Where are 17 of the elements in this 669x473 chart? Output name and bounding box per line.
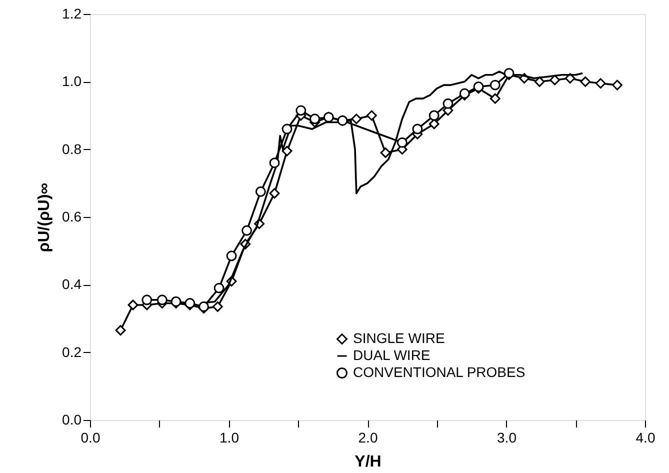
legend-label: CONVENTIONAL PROBES bbox=[353, 364, 526, 380]
y-tick-label: 0.8 bbox=[62, 140, 82, 157]
y-tick-label: 0.2 bbox=[62, 344, 82, 360]
y-tick-label: 0.4 bbox=[62, 276, 82, 292]
legend-label: DUAL WIRE bbox=[353, 347, 430, 363]
legend-label: SINGLE WIRE bbox=[353, 330, 445, 346]
y-tick-label: 0.6 bbox=[62, 208, 82, 224]
y-axis-title: ρU/(ρU)∞ bbox=[36, 182, 54, 252]
x-tick-label: 0.0 bbox=[80, 430, 100, 446]
y-tick-label: 1.0 bbox=[62, 73, 82, 90]
x-tick-label: 4.0 bbox=[636, 430, 656, 446]
x-tick-label: 3.0 bbox=[497, 430, 517, 446]
y-tick-label: 1.2 bbox=[62, 6, 82, 22]
y-tick-label: 0.0 bbox=[62, 412, 82, 428]
x-tick-label: 2.0 bbox=[358, 430, 378, 446]
x-tick-label: 1.0 bbox=[220, 430, 240, 446]
x-axis-title: Y/H bbox=[354, 454, 382, 470]
